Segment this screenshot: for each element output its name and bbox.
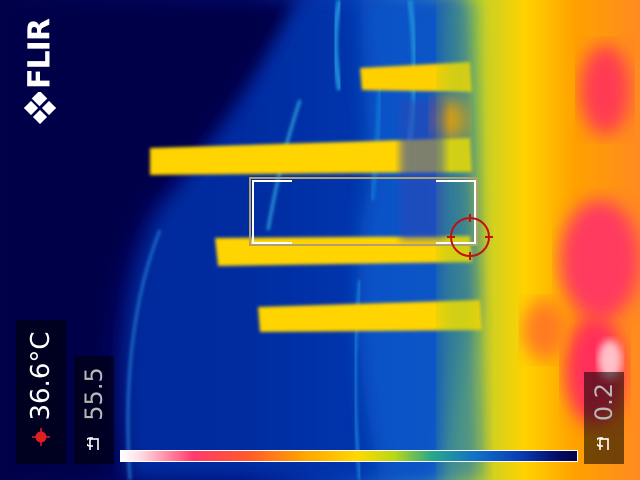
spot-temperature-value: 36.6°C bbox=[26, 331, 56, 421]
flir-logo-icon bbox=[24, 92, 56, 124]
lock-icon bbox=[597, 437, 609, 450]
scale-max-panel[interactable]: 55.5 bbox=[74, 356, 114, 464]
spot-temperature-panel: 36.6°C bbox=[16, 320, 66, 464]
lock-icon bbox=[87, 437, 99, 450]
measurement-box[interactable] bbox=[249, 177, 478, 246]
flir-logo-text: FLIR bbox=[22, 19, 58, 89]
scale-min-panel[interactable]: 0.2 bbox=[584, 372, 624, 464]
scale-max-value: 55.5 bbox=[80, 367, 108, 421]
temperature-color-scale bbox=[120, 450, 578, 462]
flir-logo: FLIR bbox=[22, 19, 58, 89]
measurement-box-corners bbox=[252, 180, 476, 244]
scale-min-value: 0.2 bbox=[590, 382, 618, 422]
spot-meter-icon bbox=[32, 428, 50, 446]
crosshair-icon[interactable] bbox=[447, 214, 493, 260]
